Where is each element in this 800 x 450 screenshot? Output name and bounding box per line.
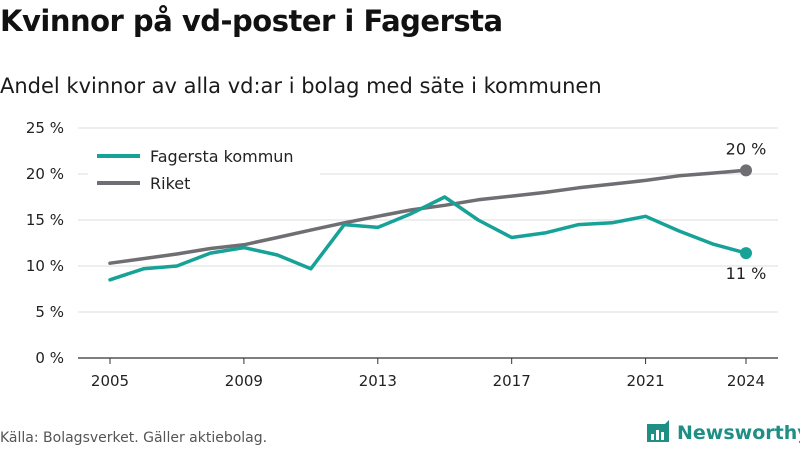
brand: Newsworthy: [645, 420, 800, 446]
legend-background: [88, 140, 320, 198]
y-tick-label: 10 %: [26, 257, 64, 275]
x-tick-label: 2005: [91, 372, 129, 390]
y-tick-label: 15 %: [26, 211, 64, 229]
y-tick-label: 20 %: [26, 165, 64, 183]
x-tick-label: 2013: [359, 372, 397, 390]
series-line-riket: [108, 168, 748, 265]
end-point-riket: [740, 164, 752, 177]
chart-title: Kvinnor på vd-poster i Fagersta: [0, 4, 503, 38]
end-point-fagersta: [740, 247, 752, 260]
legend: Fagersta kommun Riket: [88, 140, 320, 198]
chart-subtitle: Andel kvinnor av alla vd:ar i bolag med …: [0, 74, 602, 98]
source-note: Källa: Bolagsverket. Gäller aktiebolag.: [0, 430, 268, 446]
x-tick-label: 2024: [727, 372, 765, 390]
newsworthy-logo-icon: [647, 420, 669, 442]
y-tick-label: 0 %: [35, 349, 64, 367]
legend-label: Fagersta kommun: [150, 147, 294, 166]
end-label-riket: 20 %: [726, 139, 767, 158]
x-tick-label: 2009: [225, 372, 263, 390]
legend-label: Riket: [150, 174, 190, 193]
axes: 0 % 5 % 10 % 15 % 20 % 25 % 2005 2009 2013 2017 20…: [26, 119, 778, 390]
y-tick-label: 5 %: [35, 303, 64, 321]
end-labels: 20 % 11 %: [726, 139, 767, 283]
y-tick-label: 25 %: [26, 119, 64, 137]
x-tick-label: 2017: [493, 372, 531, 390]
series-lines: [108, 164, 752, 282]
series-line-fagersta: [108, 195, 748, 282]
end-label-fagersta: 11 %: [726, 264, 767, 283]
x-tick-label: 2021: [626, 372, 664, 390]
brand-name: Newsworthy: [677, 422, 800, 444]
